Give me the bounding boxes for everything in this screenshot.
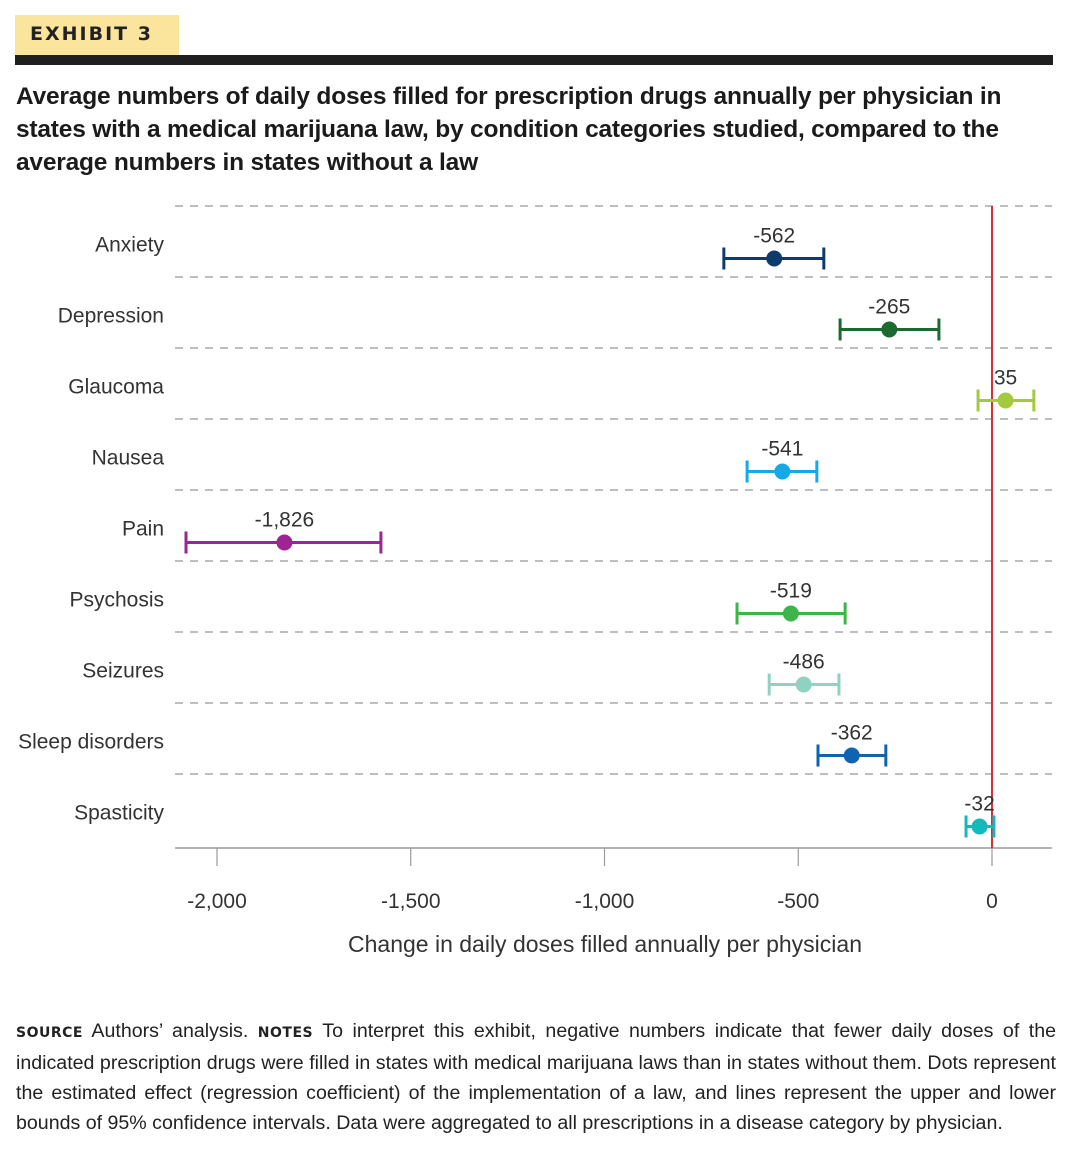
- x-tick-label: 0: [986, 890, 998, 913]
- estimate-dot: [971, 818, 988, 835]
- series-depression: -265: [838, 296, 941, 341]
- x-axis: -2,000 -1,500 -1,000 -500 0: [175, 847, 1052, 913]
- series-seizures: -486: [767, 651, 841, 696]
- category-label: Psychosis: [69, 589, 164, 612]
- series-spasticity: -32: [964, 793, 996, 838]
- category-label: Spasticity: [74, 802, 164, 825]
- estimate-dot: [795, 676, 812, 693]
- series-sleep-disorders: -362: [816, 722, 888, 767]
- source-text: Authors’ analysis.: [91, 1020, 249, 1042]
- grid-layer: [175, 205, 1052, 775]
- x-tick-label: -1,000: [575, 890, 635, 913]
- data-label: -486: [783, 651, 825, 674]
- category-labels: Anxiety Depression Glaucoma Nausea Pain Psych…: [18, 234, 164, 825]
- x-tick-label: -1,500: [381, 890, 441, 913]
- series-nausea: -541: [745, 438, 819, 483]
- data-label: -519: [770, 580, 812, 603]
- x-axis-label: Change in daily doses filled annually pe…: [348, 931, 862, 957]
- footer-notes: SOURCE Authors’ analysis. NOTES To inter…: [16, 1016, 1056, 1138]
- category-label: Nausea: [92, 447, 165, 470]
- data-label: 35: [994, 367, 1017, 390]
- category-label: Sleep disorders: [18, 731, 164, 754]
- source-label: SOURCE: [16, 1025, 83, 1041]
- estimate-dot: [766, 250, 783, 267]
- series-pain: -1,826: [184, 509, 383, 554]
- series-psychosis: -519: [735, 580, 847, 625]
- data-label: -265: [868, 296, 910, 319]
- marks-layer: -562 -265 35 -541 -1,826 -519 -486 -362 -32: [184, 225, 1036, 838]
- category-label: Seizures: [82, 660, 164, 683]
- category-label: Pain: [122, 518, 164, 541]
- data-label: -562: [753, 225, 795, 248]
- notes-label: NOTES: [257, 1025, 314, 1041]
- category-label: Anxiety: [95, 234, 164, 257]
- notes-text: To interpret this exhibit, negative numb…: [16, 1020, 1056, 1134]
- exhibit-label: EXHIBIT 3: [30, 23, 153, 45]
- estimate-dot: [881, 321, 898, 338]
- data-label: -362: [831, 722, 873, 745]
- series-anxiety: -562: [722, 225, 826, 270]
- dot-whisker-chart: -2,000 -1,500 -1,000 -500 0 -562 -265 35 -541 -1…: [18, 205, 1052, 957]
- data-label: -541: [761, 438, 803, 461]
- chart-title: Average numbers of daily doses filled fo…: [16, 83, 1002, 176]
- data-label: -32: [964, 793, 994, 816]
- estimate-dot: [276, 534, 293, 551]
- series-glaucoma: 35: [976, 367, 1036, 412]
- estimate-dot: [782, 605, 799, 622]
- category-label: Depression: [58, 305, 164, 328]
- exhibit-tag: EXHIBIT 3: [15, 15, 179, 55]
- estimate-dot: [843, 747, 860, 764]
- data-label: -1,826: [255, 509, 315, 532]
- estimate-dot: [774, 463, 791, 480]
- category-label: Glaucoma: [68, 376, 164, 399]
- estimate-dot: [997, 392, 1014, 409]
- x-tick-label: -2,000: [187, 890, 247, 913]
- x-tick-label: -500: [777, 890, 819, 913]
- header-rule: [15, 55, 1053, 65]
